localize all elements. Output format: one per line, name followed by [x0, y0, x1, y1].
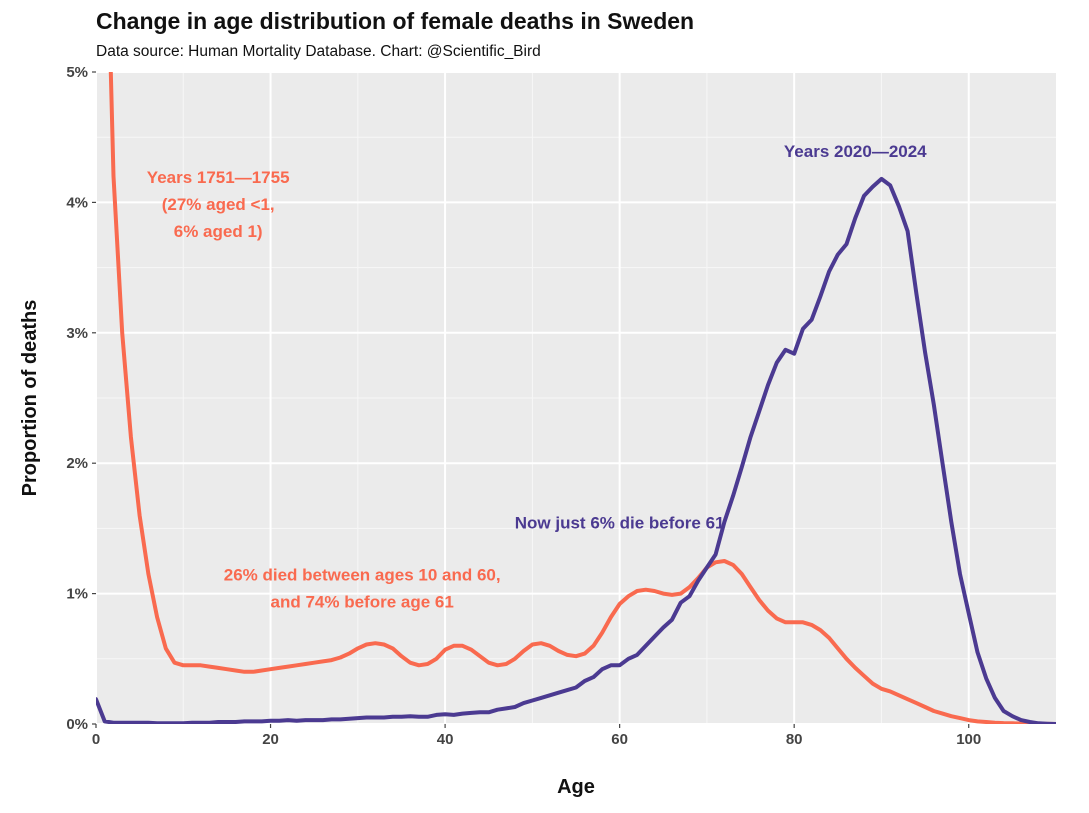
- series-line-1: [108, 72, 1056, 724]
- annotation-line: 6% aged 1): [174, 222, 263, 241]
- annotation-line: Now just 6% die before 61: [515, 513, 725, 532]
- y-tick-label: 0%: [66, 716, 88, 733]
- series-layer: [96, 72, 1056, 724]
- y-tick-label: 5%: [66, 64, 88, 81]
- series-line-2: [96, 176, 1056, 724]
- annotation-2: 26% died between ages 10 and 60, and 74% …: [224, 566, 501, 612]
- x-tick-label: 60: [611, 731, 628, 748]
- x-tick-label: 100: [956, 731, 981, 748]
- major-gridlines: [95, 71, 1056, 725]
- y-tick-label: 2%: [66, 455, 88, 472]
- chart-title: Change in age distribution of female dea…: [96, 8, 695, 34]
- x-tick-label: 20: [262, 731, 279, 748]
- y-tick-label: 1%: [66, 586, 88, 603]
- chart-subtitle: Data source: Human Mortality Database. C…: [96, 43, 541, 60]
- x-tick-label: 0: [92, 731, 100, 748]
- x-tick-label: 80: [786, 731, 803, 748]
- x-axis: 0 20 40 60 80 100: [92, 724, 981, 748]
- annotation-line: and 74% before age 61: [271, 593, 454, 612]
- annotation-line: Years 1751—1755: [147, 168, 290, 187]
- x-axis-title: Age: [557, 776, 595, 798]
- y-tick-label: 4%: [66, 194, 88, 211]
- annotation-layer: Years 1751—1755 (27% aged <1, 6% aged 1) 26…: [147, 142, 927, 612]
- minor-gridlines: [96, 72, 1056, 724]
- y-axis-title: Proportion of deaths: [19, 300, 41, 497]
- annotation-line: (27% aged <1,: [162, 195, 275, 214]
- annotation-line: 26% died between ages 10 and 60,: [224, 566, 501, 585]
- x-tick-label: 40: [437, 731, 454, 748]
- annotation-line: Years 2020—2024: [784, 142, 927, 161]
- annotation-1: Years 1751—1755 (27% aged <1, 6% aged 1): [147, 168, 290, 241]
- y-tick-label: 3%: [66, 325, 88, 342]
- annotation-3: Now just 6% die before 61: [515, 513, 725, 532]
- annotation-4: Years 2020—2024: [784, 142, 927, 161]
- y-axis: 0% 1% 2% 3% 4% 5%: [66, 64, 96, 733]
